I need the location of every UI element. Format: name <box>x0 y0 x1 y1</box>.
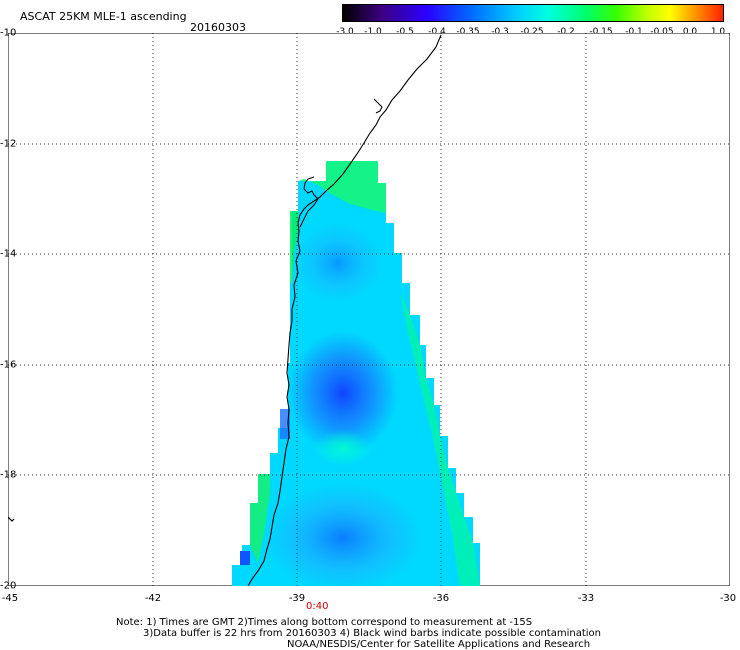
swath-core-blue <box>288 331 398 455</box>
colorbar-label: -0.2 <box>557 27 575 37</box>
colorbar-label: -0.3 <box>491 27 509 37</box>
colorbar-label: -0.05 <box>650 27 674 37</box>
lon-label: -42 <box>144 593 162 604</box>
colorbar-label: 1.0 <box>710 27 726 37</box>
swath-southwest-green <box>250 474 270 563</box>
lat-label: -14 <box>0 248 17 260</box>
lat-lon-grid <box>8 33 730 586</box>
colorbar-label: 0.0 <box>682 27 698 37</box>
lon-label: -30 <box>719 593 737 604</box>
map-title: ASCAT 25KM MLE-1 ascending <box>20 10 187 23</box>
note-line: Note: 1) Times are GMT 2)Times along bot… <box>116 617 533 628</box>
lon-label: -36 <box>432 593 450 604</box>
lat-label: -16 <box>0 359 17 371</box>
coastline-bay <box>299 98 383 228</box>
barb-mark <box>8 516 15 522</box>
swath-cyan-patch <box>313 430 373 466</box>
lat-label: -12 <box>0 138 17 150</box>
colorbar-label: -3.0 <box>336 27 354 37</box>
colorbar-label: -0.1 <box>625 27 643 37</box>
data-swath <box>232 161 480 586</box>
colorbar-label: -0.15 <box>589 27 613 37</box>
color-scale-bar <box>342 4 724 22</box>
lon-label: -33 <box>577 593 595 604</box>
note-line: NOAA/NESDIS/Center for Satellite Applica… <box>287 639 591 650</box>
colorbar-label: -0.35 <box>456 27 480 37</box>
map-date: 20160303 <box>190 21 246 34</box>
swath-south-blue <box>263 483 423 586</box>
colorbar-label: -1.0 <box>364 27 382 37</box>
swath-north-green <box>298 161 386 213</box>
swath-blue-pixel <box>280 409 290 439</box>
swath-northwest-green <box>290 211 298 283</box>
note-line: 3)Data buffer is 22 hrs from 20160303 4)… <box>143 628 601 639</box>
lon-label: -45 <box>1 593 19 604</box>
swath-blue-pixel <box>240 551 250 565</box>
time-label: 0:40 <box>306 601 329 612</box>
swath-mid-blue <box>293 223 383 303</box>
colorbar-label: -0.5 <box>396 27 414 37</box>
colorbar-label: -0.25 <box>520 27 544 37</box>
swath-east-green <box>400 293 480 586</box>
lat-label: -20 <box>0 580 17 592</box>
scatterometer-map <box>8 33 730 586</box>
colorbar-label: -0.4 <box>428 27 446 37</box>
coastline <box>247 34 442 586</box>
lat-label: -10 <box>0 27 17 39</box>
lon-label: -39 <box>288 593 306 604</box>
lat-label: -18 <box>0 469 17 481</box>
